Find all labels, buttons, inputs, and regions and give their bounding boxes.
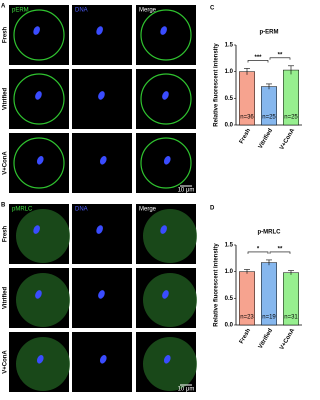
dna: [160, 225, 167, 234]
significance-label: *: [257, 247, 260, 253]
scale-bar-label: 10 μm: [178, 387, 195, 393]
panel-letter: A: [1, 4, 6, 10]
y-tick-label: 1.5: [225, 43, 234, 49]
n-label: n=23: [240, 315, 254, 321]
micrograph: [72, 5, 132, 65]
y-tick-label: 0.0: [225, 123, 234, 129]
x-tick-label: V+ConA: [279, 127, 296, 151]
cell-body: [143, 337, 197, 391]
significance-label: **: [278, 247, 283, 253]
n-label: n=19: [262, 315, 276, 321]
cell-body: [143, 209, 197, 263]
n-label: n=36: [240, 115, 254, 121]
dna: [96, 225, 103, 234]
row-label: V+ConA: [3, 151, 9, 175]
n-label: n=25: [284, 115, 298, 121]
panel-letter: B: [1, 203, 6, 209]
cell-body: [143, 273, 197, 327]
dna: [98, 91, 105, 100]
micrograph: [136, 5, 196, 65]
y-tick-label: 0.0: [225, 323, 234, 329]
dna: [99, 156, 107, 165]
y-tick-label: 1.0: [225, 269, 234, 275]
cell-outline: [140, 137, 192, 189]
significance-bracket: [269, 57, 291, 60]
micrograph: [9, 5, 69, 65]
cell-outline: [140, 73, 192, 125]
figure: A Fresh pERM DNA Merge Vitrified V+ConA 10 μm B F…: [1, 4, 302, 393]
dna: [36, 355, 44, 364]
significance-label: ***: [254, 55, 262, 61]
chart-title: p-ERM: [260, 30, 279, 36]
panel-letter: D: [210, 206, 215, 212]
cell-outline: [13, 137, 65, 189]
dna: [35, 290, 42, 299]
dna: [98, 290, 105, 299]
y-axis-title: Relative fluorescent intensity: [214, 243, 220, 327]
column-label: Merge: [139, 207, 157, 213]
column-label: DNA: [75, 8, 88, 14]
x-tick-label: V+ConA: [279, 327, 296, 351]
dna: [162, 290, 169, 299]
y-tick-label: 1.0: [225, 69, 234, 75]
cell-outline: [140, 9, 192, 61]
dna: [162, 91, 169, 100]
column-label: pERM: [12, 8, 29, 14]
row-label: Vitrified: [3, 88, 9, 111]
cell-outline: [13, 9, 65, 61]
y-tick-label: 0.5: [225, 296, 234, 302]
column-label: Merge: [139, 8, 157, 14]
dna: [36, 156, 44, 165]
dna: [35, 91, 42, 100]
scale-bar-label: 10 μm: [178, 188, 195, 194]
x-tick-label: Vitrified: [258, 128, 274, 151]
significance-bracket: [269, 251, 291, 254]
dna: [99, 355, 107, 364]
dna: [33, 26, 40, 35]
significance-label: **: [278, 52, 283, 58]
panel-letter: C: [210, 6, 215, 12]
column-label: pMRLC: [12, 207, 33, 213]
dna: [96, 26, 103, 35]
n-label: n=25: [262, 115, 276, 121]
row-label: Vitrified: [3, 287, 9, 310]
cell-body: [16, 337, 70, 391]
x-tick-label: Vitrified: [258, 328, 274, 351]
row-label: V+ConA: [3, 350, 9, 374]
dna: [33, 225, 40, 234]
row-label: Fresh: [3, 225, 9, 242]
n-label: n=31: [284, 315, 298, 321]
significance-bracket: [247, 251, 269, 254]
y-axis-title: Relative fluorescent intensity: [214, 43, 220, 127]
chart-title: p-MRLC: [258, 230, 282, 236]
column-label: DNA: [75, 207, 88, 213]
y-tick-label: 0.5: [225, 96, 234, 102]
cell-body: [16, 209, 70, 263]
dna: [163, 156, 171, 165]
x-tick-label: Fresh: [239, 328, 253, 345]
cell-body: [16, 273, 70, 327]
dna: [160, 26, 167, 35]
row-label: Fresh: [3, 26, 9, 43]
cell-outline: [13, 73, 65, 125]
y-tick-label: 1.5: [225, 243, 234, 249]
significance-bracket: [247, 60, 269, 63]
micrograph: [72, 204, 132, 264]
x-tick-label: Fresh: [239, 128, 253, 145]
dna: [163, 355, 171, 364]
